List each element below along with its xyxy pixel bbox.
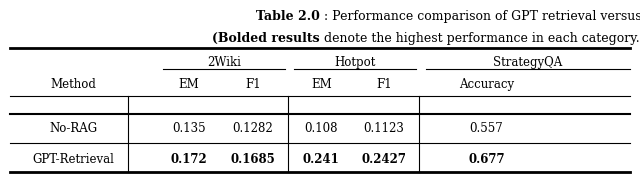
Text: Accuracy: Accuracy bbox=[459, 78, 514, 91]
Text: 0.1123: 0.1123 bbox=[364, 122, 404, 135]
Text: (Bolded results: (Bolded results bbox=[212, 32, 320, 45]
Text: 2Wiki: 2Wiki bbox=[207, 56, 241, 69]
Text: No-RAG: No-RAG bbox=[49, 122, 98, 135]
Text: Hotpot: Hotpot bbox=[335, 56, 376, 69]
Text: 0.1282: 0.1282 bbox=[232, 122, 273, 135]
Text: 0.557: 0.557 bbox=[470, 122, 503, 135]
Text: Table 2.0: Table 2.0 bbox=[256, 10, 320, 23]
Text: 0.172: 0.172 bbox=[170, 153, 207, 166]
Text: 0.2427: 0.2427 bbox=[362, 153, 406, 166]
Text: 0.241: 0.241 bbox=[303, 153, 340, 166]
Text: 0.135: 0.135 bbox=[172, 122, 205, 135]
Text: EM: EM bbox=[179, 78, 199, 91]
Text: F1: F1 bbox=[376, 78, 392, 91]
Text: denote the highest performance in each category.): denote the highest performance in each c… bbox=[320, 32, 640, 45]
Text: 0.108: 0.108 bbox=[305, 122, 338, 135]
Text: Method: Method bbox=[51, 78, 97, 91]
Text: EM: EM bbox=[311, 78, 332, 91]
Text: 0.1685: 0.1685 bbox=[230, 153, 275, 166]
Text: GPT-Retrieval: GPT-Retrieval bbox=[33, 153, 115, 166]
Text: StrategyQA: StrategyQA bbox=[493, 56, 563, 69]
Text: 0.677: 0.677 bbox=[468, 153, 505, 166]
Text: : Performance comparison of GPT retrieval versus No RAG: : Performance comparison of GPT retrieva… bbox=[320, 10, 640, 23]
Text: F1: F1 bbox=[245, 78, 260, 91]
